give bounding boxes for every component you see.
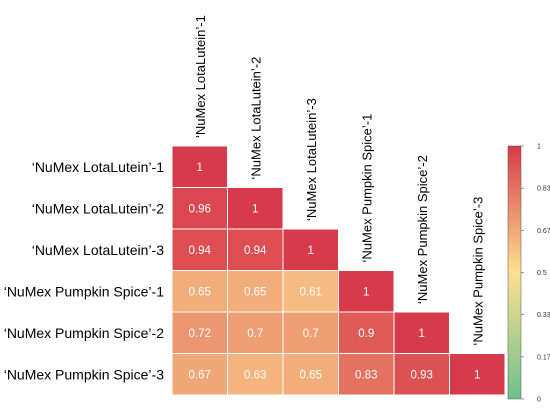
row-label: ‘NuMex LotaLutein’-1 (32, 159, 165, 175)
cell-value-label: 0.72 (189, 328, 211, 340)
heatmap-cell (338, 311, 395, 354)
heatmap-cells (171, 145, 506, 396)
cell-value-label: 1 (252, 203, 258, 215)
cell-value-label: 0.83 (355, 369, 377, 381)
heatmap-cell (393, 353, 450, 396)
cell-value-label: 0.63 (244, 369, 266, 381)
heatmap-cell (227, 228, 284, 271)
heatmap-cell (282, 270, 339, 313)
row-label: ‘NuMex Pumpkin Spice’-3 (4, 366, 164, 382)
cell-value-label: 0.7 (247, 328, 263, 340)
cell-value-label: 0.65 (189, 286, 211, 298)
heatmap-cell (171, 270, 228, 313)
column-label: ‘NuMex Pumpkin Spice’-2 (415, 155, 430, 304)
heatmap-cell (171, 145, 228, 188)
cell-value-label: 0.94 (189, 245, 212, 257)
row-label: ‘NuMex Pumpkin Spice’-1 (4, 283, 164, 299)
cell-value-label: 0.7 (303, 328, 319, 340)
cell-value-label: 0.61 (300, 286, 322, 298)
row-labels: ‘NuMex LotaLutein’-1 ‘NuMex LotaLutein’-2… (4, 159, 165, 383)
cell-value-label: 0.65 (244, 286, 266, 298)
colorbar-tick-label: 0.67 (537, 228, 550, 235)
colorbar-ticks: 0 0.17 0.33 0.5 0.67 0.83 1 (521, 144, 550, 404)
column-label: ‘NuMex LotaLutein’-2 (248, 57, 263, 180)
heatmap-cell (282, 353, 339, 396)
cell-value-label: 0.94 (244, 245, 267, 257)
heatmap-cell (282, 228, 339, 271)
colorbar-tick-label: 0.17 (537, 354, 550, 361)
colorbar-tick-label: 0.5 (537, 270, 547, 277)
heatmap-cell (171, 353, 228, 396)
heatmap-cell (393, 311, 450, 354)
cell-value-label: 1 (197, 162, 203, 174)
cell-value-label: 1 (419, 328, 425, 340)
cell-value-label: 1 (308, 245, 314, 257)
cell-value-label: 0.9 (358, 328, 374, 340)
cell-value-label: 0.93 (411, 369, 433, 381)
cell-value-label: 0.67 (189, 369, 211, 381)
column-label: ‘NuMex Pumpkin Spice’-1 (359, 114, 374, 263)
cell-value-label: 0.65 (300, 369, 322, 381)
column-labels: ‘NuMex LotaLutein’-1 ‘NuMex LotaLutein’-2… (193, 15, 486, 345)
cell-value-labels: 1 0.96 1 0.94 0.94 1 0.65 0.65 0.61 1 0.72 0.7 0.7 0.… (189, 162, 481, 382)
heatmap-cell (338, 270, 395, 313)
column-label: ‘NuMex Pumpkin Spice’-3 (470, 197, 485, 346)
colorbar-tick-label: 0.83 (537, 186, 550, 193)
heatmap-cell (338, 353, 395, 396)
heatmap-cell (449, 353, 506, 396)
column-label: ‘NuMex LotaLutein’-3 (304, 98, 319, 221)
colorbar-tick-label: 0.33 (537, 312, 550, 319)
heatmap-cell (171, 187, 228, 230)
colorbar-tick-label: 0 (537, 397, 541, 404)
heatmap-cell (227, 353, 284, 396)
row-label: ‘NuMex Pumpkin Spice’-2 (4, 325, 164, 341)
column-label: ‘NuMex LotaLutein’-1 (193, 15, 208, 138)
colorbar: 0 0.17 0.33 0.5 0.67 0.83 1 (507, 144, 550, 404)
heatmap-cell (171, 228, 228, 271)
cell-value-label: 1 (474, 369, 480, 381)
row-label: ‘NuMex LotaLutein’-3 (32, 242, 165, 258)
colorbar-gradient (507, 145, 522, 400)
row-label: ‘NuMex LotaLutein’-2 (32, 200, 165, 216)
heatmap-cell (282, 311, 339, 354)
heatmap-cell (227, 311, 284, 354)
colorbar-tick-label: 1 (537, 144, 541, 151)
cell-value-label: 0.96 (189, 203, 211, 215)
cell-value-label: 1 (363, 286, 369, 298)
